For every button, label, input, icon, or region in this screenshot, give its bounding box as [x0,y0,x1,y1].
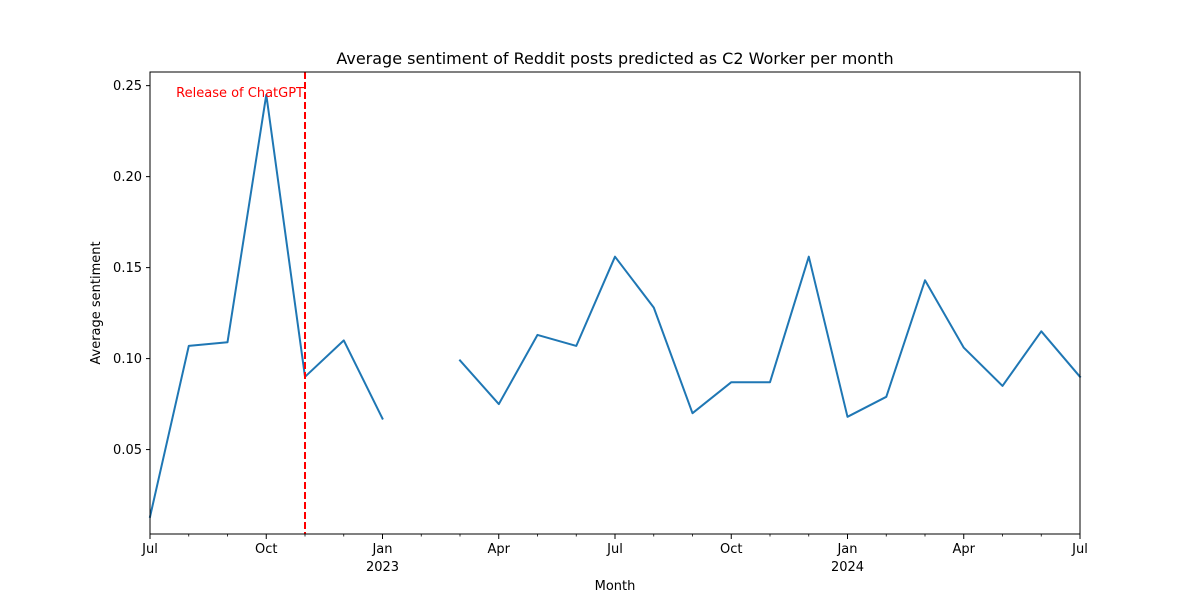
x-tick-label: Apr [953,542,976,557]
y-tick-label: 0.25 [113,79,142,94]
x-tick-label: Jan [371,542,392,557]
x-tick-label: Oct [255,542,277,557]
y-axis-label: Average sentiment [89,241,104,364]
y-tick-label: 0.05 [113,443,142,458]
annotation-layer: Release of ChatGPT [176,72,306,534]
plot-frame [149,71,1081,535]
x-tick-label: Jul [1071,542,1088,557]
series-line [458,255,1082,418]
chart-title: Average sentiment of Reddit posts predic… [336,49,893,68]
chatgpt-release-label: Release of ChatGPT [176,86,304,101]
series-layer [148,93,1082,519]
x-tick-label: Jan [836,542,857,557]
x-axis-label: Month [595,579,636,594]
x-tick-label: Jul [606,542,623,557]
x-tick-year-label: 2024 [831,560,864,575]
series-line [148,93,384,519]
x-axis: Jul Oct Jan 2023 Apr Jul Oct Jan 2024 Apr Jul [141,534,1088,575]
x-tick-label: Apr [488,542,511,557]
x-tick-year-label: 2023 [366,560,399,575]
y-tick-label: 0.10 [113,352,142,367]
x-tick-label: Jul [141,542,158,557]
y-tick-label: 0.15 [113,261,142,276]
y-tick-label: 0.20 [113,170,142,185]
y-axis: 0.05 0.10 0.15 0.20 0.25 [113,79,150,458]
x-tick-label: Oct [720,542,742,557]
